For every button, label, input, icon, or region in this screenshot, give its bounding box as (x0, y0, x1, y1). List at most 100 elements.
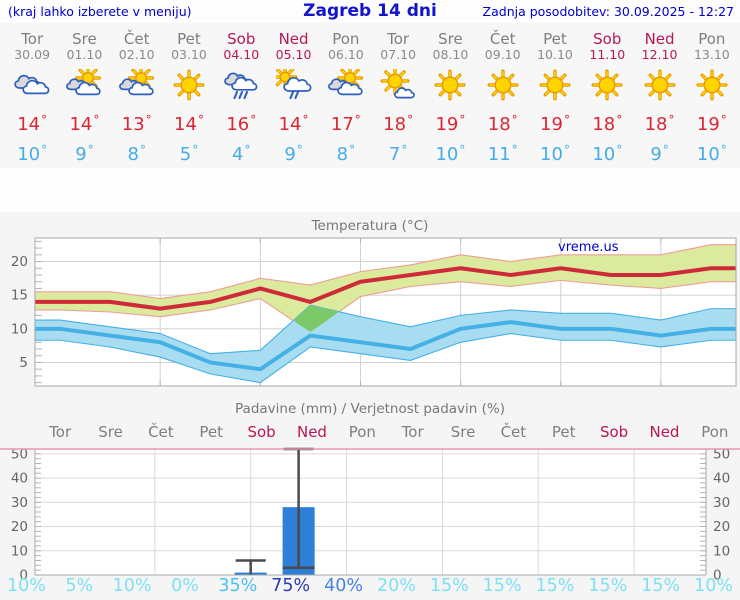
high-temp-label: 18° (487, 113, 518, 135)
day-name-label: Čet (123, 30, 150, 48)
day-column: Sre 01.10 14° 9° (58, 31, 110, 167)
precipitation-chart-title: Padavine (mm) / Verjetnost padavin (%) (235, 401, 505, 417)
day-date-label: 01.10 (66, 47, 103, 62)
day-name-label: Pet (177, 30, 201, 48)
day-column: Sob 11.10 18° 10° (581, 31, 633, 167)
day-date-label: 04.10 (223, 47, 260, 62)
precip-probability-label: 75% (271, 576, 311, 596)
day-name-label: Tor (387, 30, 410, 48)
sun-cloud-icon (111, 67, 163, 105)
high-temp-label: 13° (121, 113, 152, 135)
svg-text:50: 50 (713, 446, 730, 462)
precip-probability-label: 15% (641, 576, 681, 596)
day-column: Tor 30.09 14° 10° (6, 31, 58, 167)
day-name-label: Tor (21, 30, 44, 48)
low-temp-label: 11° (487, 143, 518, 165)
day-date-label: 06.10 (327, 47, 364, 62)
low-temp-label: 10° (592, 143, 623, 165)
day-date-label: 10.10 (537, 47, 573, 62)
low-temp-label: 8° (336, 143, 356, 165)
precip-day-label: Tor (49, 423, 72, 441)
sun-cloud-icon (320, 67, 372, 105)
precip-probability-label: 15% (482, 576, 522, 596)
day-date-label: 11.10 (589, 47, 626, 62)
sun-rain-icon (267, 67, 319, 105)
high-temp-label: 14° (17, 113, 48, 135)
watermark-link[interactable]: vreme.us (558, 240, 619, 255)
day-date-label: 08.10 (432, 47, 469, 62)
svg-text:20: 20 (713, 519, 730, 535)
page-title: Zagreb 14 dni (303, 1, 437, 21)
cloudy-icon (6, 67, 58, 105)
precip-day-label: Sob (247, 423, 276, 441)
sunny-icon (163, 67, 215, 105)
precip-probability-label: 10% (6, 576, 46, 596)
precip-probability-label: 20% (376, 576, 416, 596)
high-temp-label: 19° (540, 113, 570, 135)
rain-icon (215, 67, 267, 105)
sun-small-cloud-icon (372, 67, 424, 105)
sunny-icon (529, 67, 581, 105)
svg-text:50: 50 (11, 446, 28, 462)
precip-probability-label: 10% (112, 576, 152, 596)
precip-day-label: Čet (148, 423, 174, 441)
precip-day-label: Pet (199, 423, 224, 441)
low-temp-label: 8° (127, 143, 146, 165)
low-temp-label: 4° (232, 143, 251, 165)
high-temp-label: 18° (383, 113, 414, 135)
day-column: Pon 06.10 17° 8° (320, 31, 372, 167)
day-column: Pon 13.10 19° 10° (686, 31, 738, 167)
low-temp-label: 9° (75, 143, 94, 165)
last-updated: Zadnja posodobitev: 30.09.2025 - 12:27 (482, 4, 734, 19)
precipitation-day-labels: Tor Sre Čet Pet Sob Ned Pon Tor Sre Čet Pet Sob Ned P… (35, 423, 740, 441)
day-name-label: Sob (593, 30, 622, 48)
svg-text:10: 10 (713, 543, 730, 559)
day-column: Sob 04.10 16° 4° (215, 31, 267, 167)
precipitation-chart: 0 0 10 10 20 20 30 30 40 40 50 50 (0, 446, 740, 580)
high-temp-label: 18° (644, 113, 675, 135)
sunny-icon (686, 67, 738, 105)
header: (kraj lahko izberete v meniju) Zagreb 14… (0, 0, 740, 24)
day-column: Čet 09.10 18° 11° (477, 31, 529, 167)
low-temp-label: 10° (540, 143, 570, 165)
svg-text:20: 20 (11, 519, 28, 535)
low-temp-label: 5° (179, 143, 199, 165)
day-date-label: 05.10 (275, 47, 312, 62)
day-name-label: Sob (227, 30, 256, 48)
day-name-label: Pon (698, 30, 726, 48)
day-name-label: Pet (543, 30, 567, 48)
sunny-icon (633, 67, 685, 105)
day-column: Čet 02.10 13° 8° (111, 31, 163, 167)
forecast-strip: Tor 30.09 14° 10° Sre 01.10 14° 9° Čet 02.10 13° 8°… (6, 31, 738, 167)
day-column: Pet 10.10 19° 10° (529, 31, 581, 167)
svg-text:15: 15 (11, 288, 28, 304)
high-temp-label: 19° (435, 113, 466, 135)
svg-text:5: 5 (19, 355, 28, 371)
svg-text:10: 10 (11, 543, 28, 559)
temperature-chart: 5 10 15 20 (11, 237, 737, 387)
high-temp-label: 14° (69, 113, 100, 135)
day-date-label: 02.10 (118, 47, 155, 62)
precip-day-label: Pon (348, 423, 376, 441)
svg-text:20: 20 (11, 254, 28, 270)
high-temp-label: 18° (592, 113, 623, 135)
day-date-label: 12.10 (641, 47, 678, 62)
precip-probability-label: 10% (694, 576, 734, 596)
precip-day-label: Čet (500, 423, 527, 441)
precip-probability-label: 0% (171, 576, 199, 596)
high-temp-label: 14° (278, 113, 309, 135)
day-date-label: 09.10 (484, 47, 521, 62)
precip-day-label: Sre (98, 423, 123, 441)
svg-text:40: 40 (713, 471, 730, 487)
low-temp-label: 10° (696, 143, 727, 165)
precip-probability-label: 15% (588, 576, 628, 596)
precip-day-label: Sob (599, 423, 629, 441)
precip-probability-label: 5% (65, 576, 94, 596)
low-temp-label: 9° (650, 143, 669, 165)
high-temp-label: 19° (696, 113, 727, 135)
svg-text:30: 30 (11, 495, 28, 511)
day-date-label: 07.10 (380, 47, 417, 62)
day-column: Ned 12.10 18° 9° (633, 31, 685, 167)
day-column: Sre 08.10 19° 10° (424, 31, 476, 167)
